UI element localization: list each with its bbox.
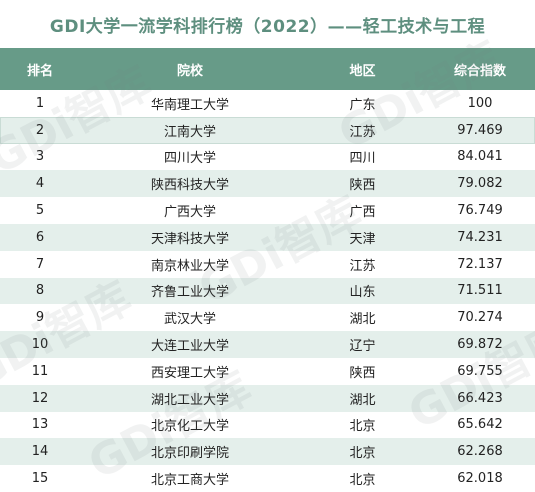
cell-school: 北京化工大学 (150, 419, 229, 435)
table-row: 8 齐鲁工业大学 山东 71.511 (0, 277, 535, 305)
cell-rank: 14 (31, 444, 49, 460)
cell-school: 四川大学 (163, 151, 216, 167)
cell-region: 辽宁 (349, 339, 376, 355)
table-row: 10 大连工业大学 辽宁 69.872 (0, 331, 535, 358)
cell-region: 广西 (349, 205, 376, 221)
cell-rank: 5 (35, 203, 45, 219)
cell-score: 70.274 (457, 310, 503, 326)
cell-school: 齐鲁工业大学 (150, 285, 229, 301)
cell-school: 江南大学 (163, 124, 216, 140)
table-row: 9 武汉大学 湖北 70.274 (0, 304, 535, 331)
cell-rank: 9 (35, 310, 45, 326)
cell-region: 江苏 (349, 258, 376, 274)
table-row: 3 四川大学 四川 84.041 (0, 144, 535, 171)
cell-region: 江苏 (349, 124, 376, 140)
cell-rank: 1 (35, 95, 45, 111)
cell-school: 南京林业大学 (150, 258, 229, 274)
cell-region: 天津 (349, 231, 376, 247)
table-row: 14 北京印刷学院 北京 62.268 (0, 438, 535, 466)
table-header: 排名 院校 地区 综合指数 (0, 48, 535, 90)
cell-score: 72.137 (457, 256, 503, 272)
cell-region: 广东 (349, 97, 376, 113)
page-title: GDI大学一流学科排行榜（2022）——轻工技术与工程 (49, 16, 486, 37)
cell-score: 79.082 (457, 176, 503, 192)
table-row: 4 陕西科技大学 陕西 79.082 (0, 170, 535, 198)
cell-score: 62.018 (457, 471, 503, 487)
cell-rank: 7 (35, 256, 45, 272)
cell-school: 华南理工大学 (150, 97, 229, 113)
cell-rank: 6 (35, 229, 45, 245)
cell-school: 北京印刷学院 (150, 446, 229, 462)
table-row: 12 湖北工业大学 湖北 66.423 (0, 384, 535, 412)
cell-school: 武汉大学 (163, 312, 216, 328)
cell-region: 湖北 (349, 392, 376, 408)
cell-score: 76.749 (457, 203, 503, 219)
cell-school: 湖北工业大学 (150, 392, 229, 408)
cell-region: 北京 (349, 446, 376, 462)
cell-score: 100 (467, 95, 493, 111)
cell-score: 74.231 (457, 229, 503, 245)
cell-score: 62.268 (457, 444, 503, 460)
cell-rank: 3 (35, 149, 45, 165)
cell-score: 97.469 (457, 122, 503, 138)
header-rank: 排名 (26, 63, 53, 79)
cell-region: 湖北 (349, 312, 376, 328)
cell-rank: 15 (31, 471, 49, 487)
cell-region: 北京 (349, 419, 376, 435)
cell-score: 69.755 (457, 363, 503, 379)
cell-region: 陕西 (349, 365, 376, 381)
cell-school: 广西大学 (163, 205, 216, 221)
cell-rank: 2 (35, 122, 45, 138)
table-row: 13 北京化工大学 北京 65.642 (0, 412, 535, 439)
table-row: 15 北京工商大学 北京 62.018 (0, 465, 535, 492)
cell-school: 西安理工大学 (150, 365, 229, 381)
table-row: 11 西安理工大学 陕西 69.755 (0, 358, 535, 385)
header-school: 院校 (176, 63, 203, 79)
table-row: 7 南京林业大学 江苏 72.137 (0, 251, 535, 278)
table-row: 5 广西大学 广西 76.749 (0, 197, 535, 224)
cell-region: 陕西 (349, 178, 376, 194)
table-row: 2 江南大学 江苏 97.469 (0, 116, 535, 144)
cell-rank: 11 (31, 363, 49, 379)
cell-school: 天津科技大学 (150, 231, 229, 247)
cell-rank: 8 (35, 283, 45, 299)
cell-rank: 10 (31, 337, 49, 353)
cell-score: 65.642 (457, 417, 503, 433)
cell-score: 69.872 (457, 337, 503, 353)
cell-rank: 12 (31, 390, 49, 406)
cell-region: 四川 (349, 151, 376, 167)
ranking-table: 排名 院校 地区 综合指数 1 华南理工大学 广东 100 2 江南大学 江苏 97.469 3… (0, 48, 535, 492)
table-row: 6 天津科技大学 天津 74.231 (0, 223, 535, 251)
cell-score: 71.511 (457, 283, 503, 299)
cell-score: 84.041 (457, 149, 503, 165)
header-score: 综合指数 (453, 63, 506, 79)
cell-school: 陕西科技大学 (150, 178, 229, 194)
cell-school: 北京工商大学 (150, 473, 229, 489)
table-row: 1 华南理工大学 广东 100 (0, 90, 535, 117)
cell-region: 北京 (349, 473, 376, 489)
header-region: 地区 (349, 63, 376, 79)
cell-rank: 13 (31, 417, 49, 433)
cell-region: 山东 (349, 285, 376, 301)
cell-school: 大连工业大学 (150, 339, 229, 355)
cell-score: 66.423 (457, 390, 503, 406)
cell-rank: 4 (35, 176, 45, 192)
